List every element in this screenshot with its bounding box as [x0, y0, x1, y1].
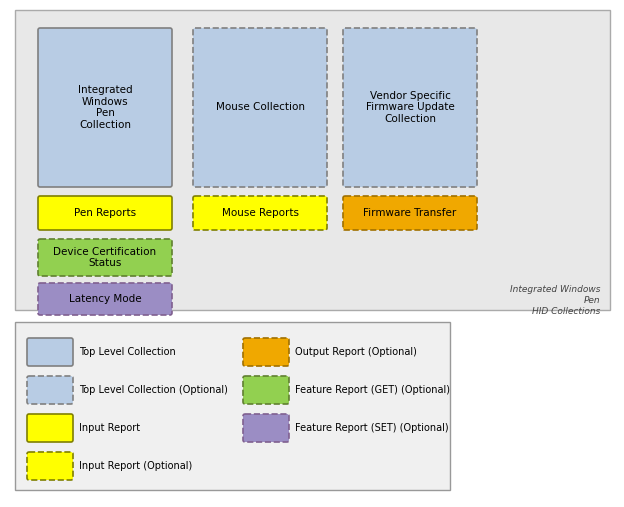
FancyBboxPatch shape — [38, 28, 172, 187]
FancyBboxPatch shape — [343, 28, 477, 187]
FancyBboxPatch shape — [27, 452, 73, 480]
Text: Vendor Specific
Firmware Update
Collection: Vendor Specific Firmware Update Collecti… — [366, 91, 454, 124]
Text: Input Report (Optional): Input Report (Optional) — [79, 461, 192, 471]
Text: Device Certification
Status: Device Certification Status — [54, 247, 157, 268]
FancyBboxPatch shape — [27, 414, 73, 442]
FancyBboxPatch shape — [27, 338, 73, 366]
FancyBboxPatch shape — [343, 196, 477, 230]
Text: Pen: Pen — [583, 296, 600, 305]
FancyBboxPatch shape — [243, 376, 289, 404]
Text: Integrated Windows: Integrated Windows — [510, 285, 600, 294]
FancyBboxPatch shape — [243, 338, 289, 366]
Text: Input Report: Input Report — [79, 423, 140, 433]
Text: Feature Report (GET) (Optional): Feature Report (GET) (Optional) — [295, 385, 450, 395]
Text: Pen Reports: Pen Reports — [74, 208, 136, 218]
Text: Feature Report (SET) (Optional): Feature Report (SET) (Optional) — [295, 423, 449, 433]
FancyBboxPatch shape — [243, 414, 289, 442]
Text: Mouse Collection: Mouse Collection — [215, 102, 305, 113]
Bar — [15, 322, 450, 490]
Text: HID Collections: HID Collections — [532, 307, 600, 316]
Bar — [15, 10, 610, 310]
FancyBboxPatch shape — [38, 196, 172, 230]
FancyBboxPatch shape — [27, 376, 73, 404]
FancyBboxPatch shape — [193, 196, 327, 230]
Text: Output Report (Optional): Output Report (Optional) — [295, 347, 417, 357]
Text: Top Level Collection: Top Level Collection — [79, 347, 176, 357]
Text: Latency Mode: Latency Mode — [69, 294, 141, 304]
Text: Top Level Collection (Optional): Top Level Collection (Optional) — [79, 385, 228, 395]
FancyBboxPatch shape — [193, 28, 327, 187]
Text: Integrated
Windows
Pen
Collection: Integrated Windows Pen Collection — [77, 85, 132, 130]
FancyBboxPatch shape — [38, 283, 172, 315]
Text: Mouse Reports: Mouse Reports — [222, 208, 298, 218]
FancyBboxPatch shape — [38, 239, 172, 276]
Text: Firmware Transfer: Firmware Transfer — [363, 208, 457, 218]
